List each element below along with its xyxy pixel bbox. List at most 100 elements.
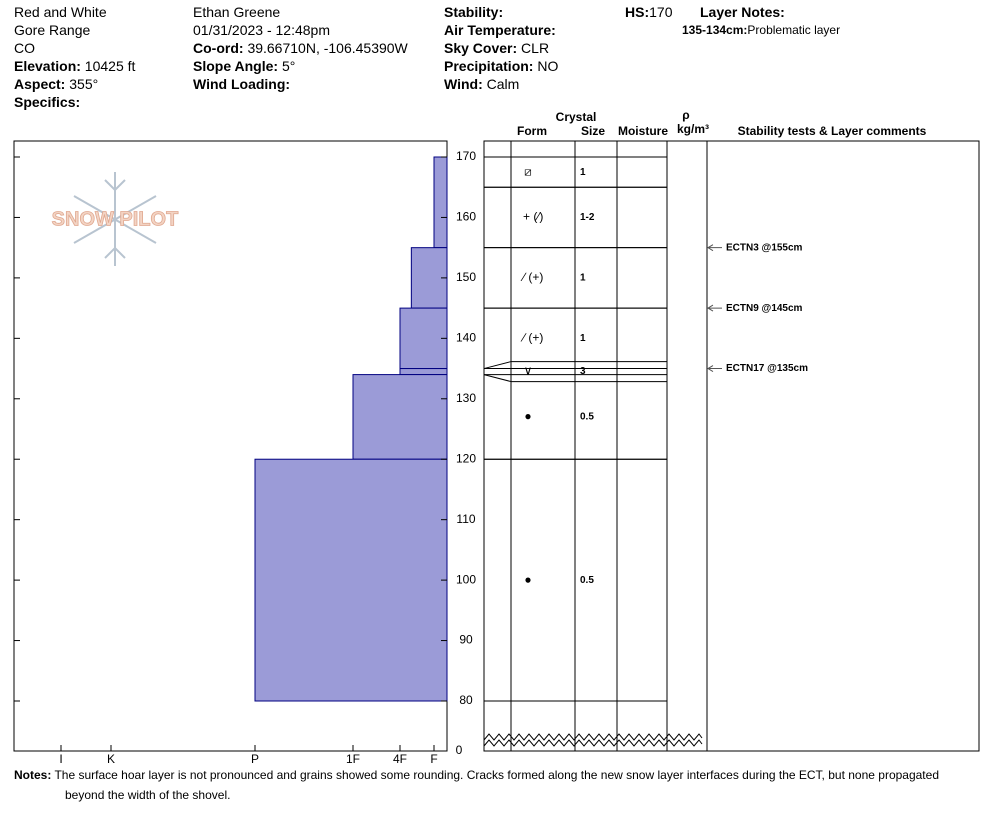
field-value: Gore Range (14, 22, 91, 38)
hardness-bar (399, 307, 448, 370)
x-tick-label: 1F (346, 752, 360, 766)
field-value: Ethan Greene (193, 4, 281, 20)
header-field: Precipitation: NO (444, 57, 558, 75)
grain-size: 0.5 (580, 412, 594, 423)
y-tick-label: 120 (456, 451, 476, 465)
grain-form: ∕ (+) (520, 331, 543, 345)
field-label: Slope Angle: (193, 58, 279, 74)
x-tick-label: F (430, 752, 437, 766)
field-value: 355° (69, 76, 99, 92)
notes: Notes: The surface hoar layer is not pro… (14, 765, 974, 805)
layer-notes-title: Layer Notes: (700, 3, 785, 21)
grain-form: ● (524, 409, 531, 423)
header-field: 01/31/2023 - 12:48pm (193, 21, 330, 39)
layer-note-text: Problematic layer (747, 23, 841, 37)
grain-size: 0.5 (580, 575, 594, 586)
column-header: Form (517, 124, 547, 138)
layer-note-label: 135-134cm: (682, 23, 748, 37)
field-label: Sky Cover: (444, 40, 518, 56)
header-field: Slope Angle: 5° (193, 57, 295, 75)
x-tick-label: 4F (393, 752, 407, 766)
header-field: Ethan Greene (193, 3, 280, 21)
y-tick-label: 0 (456, 743, 463, 757)
hardness-bar (433, 156, 448, 249)
grain-form: + (∕) (523, 210, 543, 224)
x-tick-label: P (251, 752, 259, 766)
connector (483, 361, 512, 370)
field-value: 10425 ft (84, 58, 136, 74)
grain-frame (483, 140, 980, 752)
grain-form: ● (524, 572, 531, 586)
field-value: 39.66710N, -106.45390W (247, 40, 408, 56)
logo-flake (73, 172, 157, 266)
grain-form: ∨ (524, 364, 533, 378)
test-label: ECTN3 @155cm (726, 242, 803, 253)
header-field: Co-ord: 39.66710N, -106.45390W (193, 39, 408, 57)
header-field: Wind: Calm (444, 75, 519, 93)
y-tick-label: 130 (456, 391, 476, 405)
column-header: Crystal (556, 110, 597, 124)
hardness-bar (352, 374, 448, 460)
field-value: Red and White (14, 4, 107, 20)
column-header: Size (581, 124, 605, 138)
grain-size: 3 (580, 366, 586, 377)
column-header: Stability tests & Layer comments (738, 124, 927, 138)
field-label: Air Temperature: (444, 22, 556, 38)
field-label: Elevation: (14, 58, 81, 74)
header-field: Gore Range (14, 21, 90, 39)
field-value: 01/31/2023 - 12:48pm (193, 22, 330, 38)
field-label: Co-ord: (193, 40, 244, 56)
field-label: Wind Loading: (193, 76, 291, 92)
y-tick-label: 100 (456, 572, 476, 586)
axis-break (483, 733, 703, 747)
grain-size: 1 (580, 273, 586, 284)
header-field: CO (14, 39, 35, 57)
test-arrow (707, 304, 722, 312)
y-tick-label: 160 (456, 210, 476, 224)
header-field: Red and White (14, 3, 107, 21)
header-field: Air Temperature: (444, 21, 556, 39)
grain-form: ⧄ (524, 164, 532, 178)
grain-size: 1 (580, 167, 586, 178)
field-value: 5° (281, 58, 296, 74)
notes-text: The surface hoar layer is not pronounced… (54, 768, 939, 802)
field-value: CO (14, 40, 35, 56)
field-label: Specifics: (14, 94, 81, 110)
column-header: ρ (682, 108, 689, 122)
x-tick-label: K (107, 752, 115, 766)
field-value: Calm (486, 76, 520, 92)
field-value: NO (537, 58, 559, 74)
y-tick-label: 140 (456, 331, 476, 345)
column-header: Moisture (618, 124, 668, 138)
test-arrow (707, 365, 722, 372)
grain-form: ∕ (+) (520, 270, 543, 284)
field-value: CLR (521, 40, 550, 56)
header-field: Aspect: 355° (14, 75, 98, 93)
field-label: Stability: (444, 4, 504, 20)
layer-note: 135-134cm:Problematic layer (682, 22, 840, 38)
y-tick-label: 110 (456, 512, 475, 526)
grain-size: 1-2 (580, 212, 595, 223)
hs-label: HS: (625, 4, 650, 20)
hardness-bar (399, 368, 448, 376)
notes-label: Notes: (14, 768, 52, 782)
grain-size: 1 (580, 333, 586, 344)
header-field: Elevation: 10425 ft (14, 57, 135, 75)
y-tick-label: 150 (456, 270, 476, 284)
field-label: Aspect: (14, 76, 66, 92)
logo-text: SNOW PILOT (52, 208, 179, 230)
test-label: ECTN17 @135cm (726, 363, 808, 374)
field-label: Wind: (444, 76, 483, 92)
column-header: kg/m³ (677, 122, 709, 136)
y-tick-label: 170 (456, 149, 476, 163)
test-label: ECTN9 @145cm (726, 303, 803, 314)
hs: HS:170 (625, 3, 672, 21)
header-field: Wind Loading: (193, 75, 290, 93)
hs-value: 170 (649, 4, 673, 20)
header-field: Stability: (444, 3, 503, 21)
field-label: Precipitation: (444, 58, 534, 74)
header-field: Sky Cover: CLR (444, 39, 549, 57)
hardness-bar (254, 458, 448, 702)
